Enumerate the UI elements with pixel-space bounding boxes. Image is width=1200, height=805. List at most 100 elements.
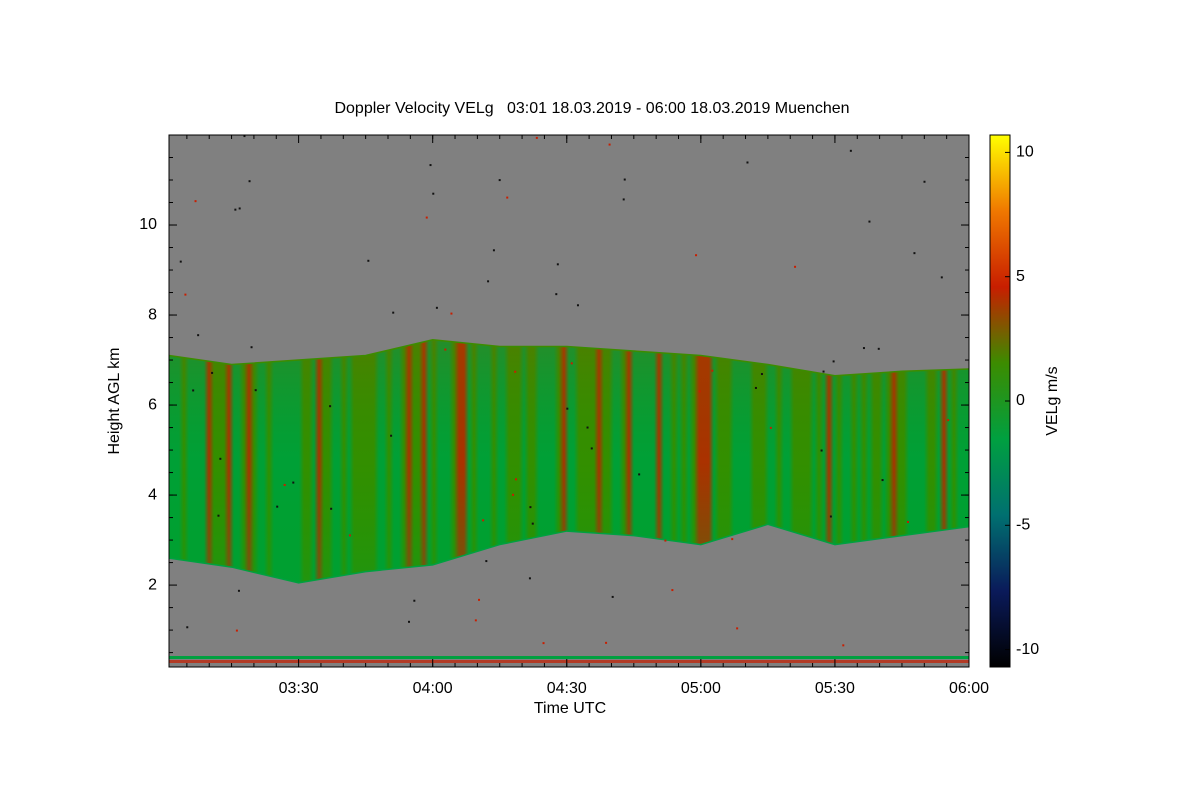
speckle bbox=[506, 196, 509, 199]
speckle bbox=[367, 259, 370, 262]
speckle bbox=[390, 434, 393, 437]
chart-title: Doppler Velocity VELg 03:01 18.03.2019 -… bbox=[334, 100, 849, 117]
speckle bbox=[432, 192, 435, 195]
colorbar-tick-label: -10 bbox=[1016, 641, 1039, 658]
speckle bbox=[292, 481, 295, 484]
echo-top bbox=[168, 339, 970, 377]
speckle bbox=[923, 180, 926, 183]
speckle bbox=[219, 457, 222, 460]
speckle bbox=[498, 179, 501, 182]
speckle bbox=[605, 641, 608, 644]
speckle bbox=[746, 161, 749, 164]
speckle bbox=[877, 347, 880, 350]
speckle bbox=[429, 164, 432, 167]
x-tick-label: 04:30 bbox=[547, 680, 587, 697]
speckle bbox=[235, 629, 238, 632]
speckle bbox=[329, 405, 332, 408]
speckle bbox=[184, 293, 187, 296]
colorbar-tick-label: 5 bbox=[1016, 268, 1025, 285]
speckle bbox=[576, 304, 579, 307]
speckle bbox=[186, 626, 189, 629]
speckle bbox=[478, 598, 481, 601]
speckle bbox=[695, 254, 698, 257]
speckle bbox=[794, 265, 797, 268]
speckle bbox=[528, 577, 531, 580]
speckle bbox=[444, 348, 447, 351]
speckle bbox=[482, 519, 485, 522]
speckle bbox=[913, 252, 916, 255]
speckle bbox=[754, 386, 757, 389]
colorbar-tick-label: -5 bbox=[1016, 517, 1030, 534]
speckle bbox=[671, 589, 674, 592]
speckle bbox=[348, 534, 351, 537]
speckle bbox=[868, 220, 871, 223]
speckle bbox=[408, 620, 411, 623]
speckle bbox=[485, 560, 488, 563]
speckle bbox=[197, 334, 200, 337]
echo-shade bbox=[169, 339, 969, 583]
speckle bbox=[487, 280, 490, 283]
speckle bbox=[638, 473, 641, 476]
speckle bbox=[514, 478, 517, 481]
speckle bbox=[283, 483, 286, 486]
echo-base bbox=[168, 523, 970, 584]
speckle bbox=[211, 371, 214, 374]
speckle bbox=[330, 507, 333, 510]
x-tick-label: 06:00 bbox=[949, 680, 989, 697]
speckle bbox=[698, 390, 701, 393]
x-axis-label: Time UTC bbox=[534, 700, 606, 717]
speckle bbox=[611, 595, 614, 598]
y-tick-label: 8 bbox=[148, 306, 157, 323]
speckle bbox=[586, 426, 589, 429]
speckle bbox=[194, 200, 197, 203]
speckle bbox=[529, 506, 532, 509]
speckle bbox=[769, 426, 772, 429]
y-tick-label: 6 bbox=[148, 396, 157, 413]
speckle bbox=[608, 143, 611, 146]
speckle bbox=[555, 293, 558, 296]
speckle bbox=[237, 589, 240, 592]
speckle bbox=[531, 522, 534, 525]
speckle bbox=[192, 389, 195, 392]
speckle bbox=[512, 493, 515, 496]
speckle bbox=[234, 208, 237, 211]
speckle bbox=[392, 311, 395, 314]
speckle bbox=[492, 249, 495, 252]
speckle bbox=[556, 263, 559, 266]
speckle bbox=[736, 627, 739, 630]
speckle bbox=[570, 362, 573, 365]
speckle bbox=[842, 644, 845, 647]
speckle bbox=[711, 369, 714, 372]
speckle bbox=[947, 419, 950, 422]
y-tick-label: 2 bbox=[148, 576, 157, 593]
speckle bbox=[435, 306, 438, 309]
speckle bbox=[664, 539, 667, 542]
x-tick-label: 04:00 bbox=[413, 680, 453, 697]
speckle bbox=[413, 599, 416, 602]
speckle bbox=[940, 276, 943, 279]
speckle bbox=[474, 619, 477, 622]
speckle bbox=[514, 370, 517, 373]
speckle bbox=[566, 407, 569, 410]
colorbar-label: VELg m/s bbox=[1044, 366, 1061, 435]
speckle bbox=[822, 370, 825, 373]
clutter-band bbox=[169, 660, 969, 663]
speckle bbox=[731, 538, 734, 541]
speckle bbox=[542, 642, 545, 645]
colorbar-tick-label: 10 bbox=[1016, 144, 1034, 161]
speckle bbox=[238, 207, 241, 210]
speckle bbox=[832, 360, 835, 363]
speckle bbox=[829, 515, 832, 518]
colorbar-tick-label: 0 bbox=[1016, 392, 1025, 409]
speckle bbox=[623, 178, 626, 181]
speckle bbox=[881, 479, 884, 482]
speckle bbox=[849, 149, 852, 152]
speckle bbox=[243, 135, 246, 138]
speckle bbox=[820, 449, 823, 452]
speckle bbox=[276, 505, 279, 508]
speckle bbox=[862, 347, 865, 350]
clutter-band bbox=[169, 656, 969, 659]
speckle bbox=[450, 312, 453, 315]
plot-frame bbox=[168, 134, 970, 668]
